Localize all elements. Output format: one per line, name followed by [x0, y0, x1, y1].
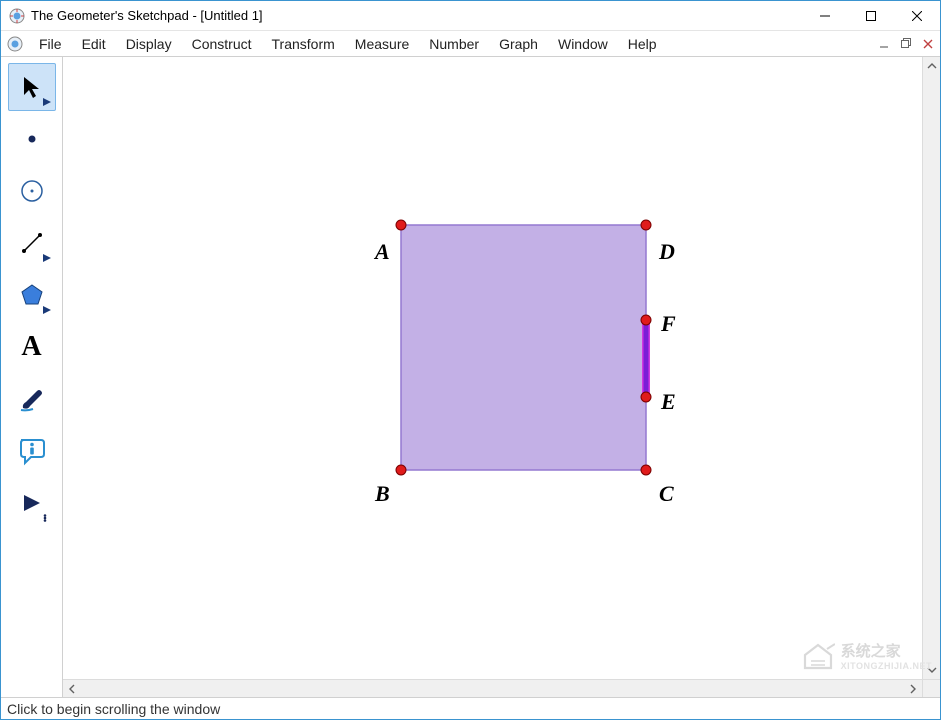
maximize-button[interactable] — [848, 1, 894, 31]
scroll-left-button[interactable] — [63, 680, 81, 698]
menu-construct[interactable]: Construct — [182, 33, 262, 55]
point-d[interactable] — [641, 220, 651, 230]
title-bar: The Geometer's Sketchpad - [Untitled 1] — [1, 1, 940, 31]
menu-measure[interactable]: Measure — [345, 33, 419, 55]
circle-icon — [18, 177, 46, 205]
scroll-up-button[interactable] — [923, 57, 941, 75]
close-button[interactable] — [894, 1, 940, 31]
menu-file[interactable]: File — [29, 33, 72, 55]
vertical-scrollbar[interactable] — [922, 57, 940, 679]
app-icon — [9, 8, 25, 24]
text-tool[interactable]: A — [8, 323, 56, 371]
label-a[interactable]: A — [375, 239, 390, 265]
arrow-tool[interactable] — [8, 63, 56, 111]
window-title: The Geometer's Sketchpad - [Untitled 1] — [31, 8, 802, 23]
menu-transform[interactable]: Transform — [262, 33, 345, 55]
status-text: Click to begin scrolling the window — [7, 701, 220, 717]
label-e[interactable]: E — [661, 389, 676, 415]
client-area: A — [1, 57, 940, 697]
info-icon — [17, 436, 47, 466]
point-b[interactable] — [396, 465, 406, 475]
scroll-corner — [922, 679, 940, 697]
marker-tool[interactable] — [8, 375, 56, 423]
label-d[interactable]: D — [659, 239, 675, 265]
chevron-left-icon — [67, 684, 77, 694]
sketch-canvas[interactable]: A D F E B C — [63, 57, 922, 679]
status-bar: Click to begin scrolling the window — [1, 697, 940, 719]
menu-graph[interactable]: Graph — [489, 33, 548, 55]
info-tool[interactable] — [8, 427, 56, 475]
app-window: The Geometer's Sketchpad - [Untitled 1] … — [0, 0, 941, 720]
maximize-icon — [866, 11, 876, 21]
menu-display[interactable]: Display — [116, 33, 182, 55]
mdi-restore-button[interactable] — [896, 34, 916, 54]
submenu-icon — [43, 306, 51, 314]
point-icon — [18, 125, 46, 153]
point-tool[interactable] — [8, 115, 56, 163]
menu-number[interactable]: Number — [419, 33, 489, 55]
point-e[interactable] — [641, 392, 651, 402]
custom-tool-icon — [18, 489, 46, 517]
chevron-up-icon — [927, 61, 937, 71]
minimize-button[interactable] — [802, 1, 848, 31]
segment-tool[interactable] — [8, 219, 56, 267]
doc-icon — [7, 36, 23, 52]
horizontal-scrollbar[interactable] — [63, 679, 922, 697]
mdi-minimize-button[interactable] — [874, 34, 894, 54]
text-icon: A — [21, 331, 41, 363]
submenu-icon — [43, 98, 51, 106]
scroll-right-button[interactable] — [904, 680, 922, 698]
polygon-tool[interactable] — [8, 271, 56, 319]
minimize-icon — [879, 39, 889, 49]
marker-icon — [17, 384, 47, 414]
geometry-layer — [63, 57, 922, 679]
watermark: 系统之家 XITONGZHIJIA.NET — [801, 640, 932, 671]
polygon-icon — [18, 281, 46, 309]
mdi-close-button[interactable] — [918, 34, 938, 54]
chevron-right-icon — [908, 684, 918, 694]
point-f[interactable] — [641, 315, 651, 325]
watermark-sub: XITONGZHIJIA.NET — [841, 661, 932, 671]
close-icon — [923, 39, 933, 49]
watermark-icon — [801, 641, 835, 671]
minimize-icon — [820, 11, 830, 21]
watermark-text: 系统之家 — [841, 643, 901, 660]
tool-palette: A — [1, 57, 63, 697]
custom-tool[interactable] — [8, 479, 56, 527]
submenu-icon — [43, 254, 51, 262]
label-b[interactable]: B — [375, 481, 390, 507]
label-c[interactable]: C — [659, 481, 674, 507]
arrow-icon — [18, 73, 46, 101]
circle-tool[interactable] — [8, 167, 56, 215]
close-icon — [912, 11, 922, 21]
menu-edit[interactable]: Edit — [72, 33, 116, 55]
segment-icon — [18, 229, 46, 257]
menu-window[interactable]: Window — [548, 33, 618, 55]
menu-help[interactable]: Help — [618, 33, 667, 55]
submenu-dots-icon — [43, 514, 51, 522]
square-interior[interactable] — [401, 225, 646, 470]
menu-bar: File Edit Display Construct Transform Me… — [1, 31, 940, 57]
label-f[interactable]: F — [661, 311, 676, 337]
restore-icon — [901, 38, 912, 49]
document-area: A D F E B C — [63, 57, 940, 697]
point-c[interactable] — [641, 465, 651, 475]
point-a[interactable] — [396, 220, 406, 230]
